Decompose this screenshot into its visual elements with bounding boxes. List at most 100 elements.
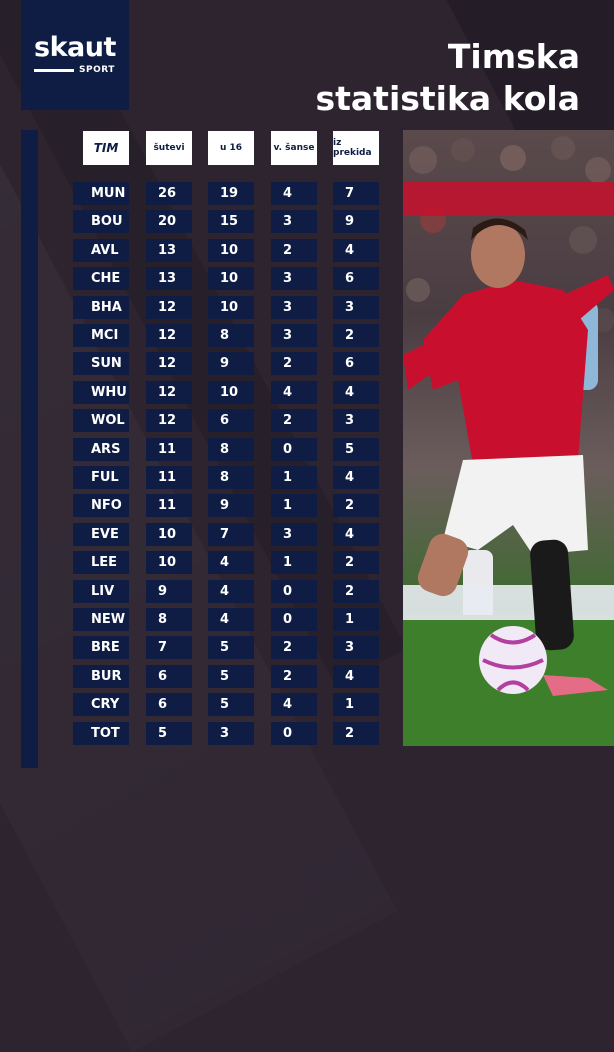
shots-cell: 12: [146, 324, 192, 347]
big-chances-cell: 4: [271, 693, 317, 716]
team-name-cell: WHU: [73, 381, 129, 404]
set-pieces-cell: 7: [333, 182, 379, 205]
shots-cell: 11: [146, 466, 192, 489]
set-pieces-cell: 9: [333, 210, 379, 233]
team-name-cell: FUL: [73, 466, 129, 489]
team-name-cell: LIV: [73, 580, 129, 603]
big-chances-cell: 0: [271, 580, 317, 603]
set-pieces-cell: 2: [333, 722, 379, 745]
in-box-cell: 8: [208, 324, 254, 347]
in-box-cell: 8: [208, 438, 254, 461]
shots-cell: 10: [146, 523, 192, 546]
big-chances-cell: 3: [271, 324, 317, 347]
set-pieces-cell: 5: [333, 438, 379, 461]
shots-cell: 12: [146, 409, 192, 432]
set-pieces-cell: 4: [333, 381, 379, 404]
big-chances-cell: 1: [271, 466, 317, 489]
shots-cell: 9: [146, 580, 192, 603]
set-pieces-cell: 2: [333, 551, 379, 574]
set-pieces-cell: 6: [333, 352, 379, 375]
big-chances-cell: 1: [271, 494, 317, 517]
shots-cell: 6: [146, 693, 192, 716]
brand-logo: skaut SPORT: [21, 0, 129, 110]
shots-cell: 6: [146, 665, 192, 688]
big-chances-cell: 3: [271, 523, 317, 546]
set-pieces-cell: 6: [333, 267, 379, 290]
big-chances-cell: 0: [271, 438, 317, 461]
set-pieces-cell: 2: [333, 580, 379, 603]
big-chances-cell: 4: [271, 381, 317, 404]
brand-name: skaut: [34, 32, 116, 63]
set-pieces-cell: 3: [333, 409, 379, 432]
set-pieces-cell: 4: [333, 665, 379, 688]
team-name-cell: WOL: [73, 409, 129, 432]
set-pieces-cell: 3: [333, 296, 379, 319]
big-chances-cell: 2: [271, 409, 317, 432]
shots-cell: 20: [146, 210, 192, 233]
big-chances-cell: 2: [271, 352, 317, 375]
team-name-cell: LEE: [73, 551, 129, 574]
set-pieces-cell: 1: [333, 608, 379, 631]
team-name-cell: NFO: [73, 494, 129, 517]
team-name-cell: MCI: [73, 324, 129, 347]
in-box-cell: 4: [208, 551, 254, 574]
in-box-cell: 10: [208, 267, 254, 290]
in-box-cell: 19: [208, 182, 254, 205]
in-box-cell: 10: [208, 381, 254, 404]
header-team: TIM: [83, 131, 129, 165]
big-chances-cell: 2: [271, 239, 317, 262]
shots-cell: 11: [146, 494, 192, 517]
in-box-cell: 6: [208, 409, 254, 432]
shots-cell: 13: [146, 239, 192, 262]
set-pieces-cell: 2: [333, 494, 379, 517]
team-name-cell: CHE: [73, 267, 129, 290]
header-big-chances: v. šanse: [271, 131, 317, 165]
big-chances-cell: 1: [271, 551, 317, 574]
set-pieces-cell: 1: [333, 693, 379, 716]
in-box-cell: 4: [208, 580, 254, 603]
big-chances-cell: 3: [271, 210, 317, 233]
team-name-cell: NEW: [73, 608, 129, 631]
team-name-cell: SUN: [73, 352, 129, 375]
shots-cell: 12: [146, 296, 192, 319]
shots-cell: 12: [146, 381, 192, 404]
shots-cell: 8: [146, 608, 192, 631]
team-name-cell: BUR: [73, 665, 129, 688]
team-name-cell: BRE: [73, 636, 129, 659]
title-line-2: statistika kola: [315, 79, 580, 118]
player-photo: [403, 130, 614, 746]
team-name-cell: MUN: [73, 182, 129, 205]
brand-underline: [34, 69, 74, 72]
team-name-cell: TOT: [73, 722, 129, 745]
set-pieces-cell: 2: [333, 324, 379, 347]
team-name-cell: CRY: [73, 693, 129, 716]
shots-cell: 11: [146, 438, 192, 461]
in-box-cell: 10: [208, 239, 254, 262]
team-name-cell: ARS: [73, 438, 129, 461]
header-shots: šutevi: [146, 131, 192, 165]
shots-cell: 13: [146, 267, 192, 290]
shots-cell: 12: [146, 352, 192, 375]
big-chances-cell: 3: [271, 267, 317, 290]
team-name-cell: EVE: [73, 523, 129, 546]
in-box-cell: 8: [208, 466, 254, 489]
shots-cell: 26: [146, 182, 192, 205]
in-box-cell: 3: [208, 722, 254, 745]
in-box-cell: 9: [208, 352, 254, 375]
shots-cell: 5: [146, 722, 192, 745]
set-pieces-cell: 4: [333, 466, 379, 489]
big-chances-cell: 3: [271, 296, 317, 319]
header-in-box: u 16: [208, 131, 254, 165]
big-chances-cell: 0: [271, 608, 317, 631]
in-box-cell: 15: [208, 210, 254, 233]
in-box-cell: 5: [208, 693, 254, 716]
in-box-cell: 4: [208, 608, 254, 631]
big-chances-cell: 2: [271, 636, 317, 659]
set-pieces-cell: 4: [333, 523, 379, 546]
big-chances-cell: 0: [271, 722, 317, 745]
page-title: Timska statistika kola: [315, 36, 580, 120]
left-accent-bar: [21, 130, 38, 768]
set-pieces-cell: 4: [333, 239, 379, 262]
in-box-cell: 10: [208, 296, 254, 319]
shots-cell: 7: [146, 636, 192, 659]
